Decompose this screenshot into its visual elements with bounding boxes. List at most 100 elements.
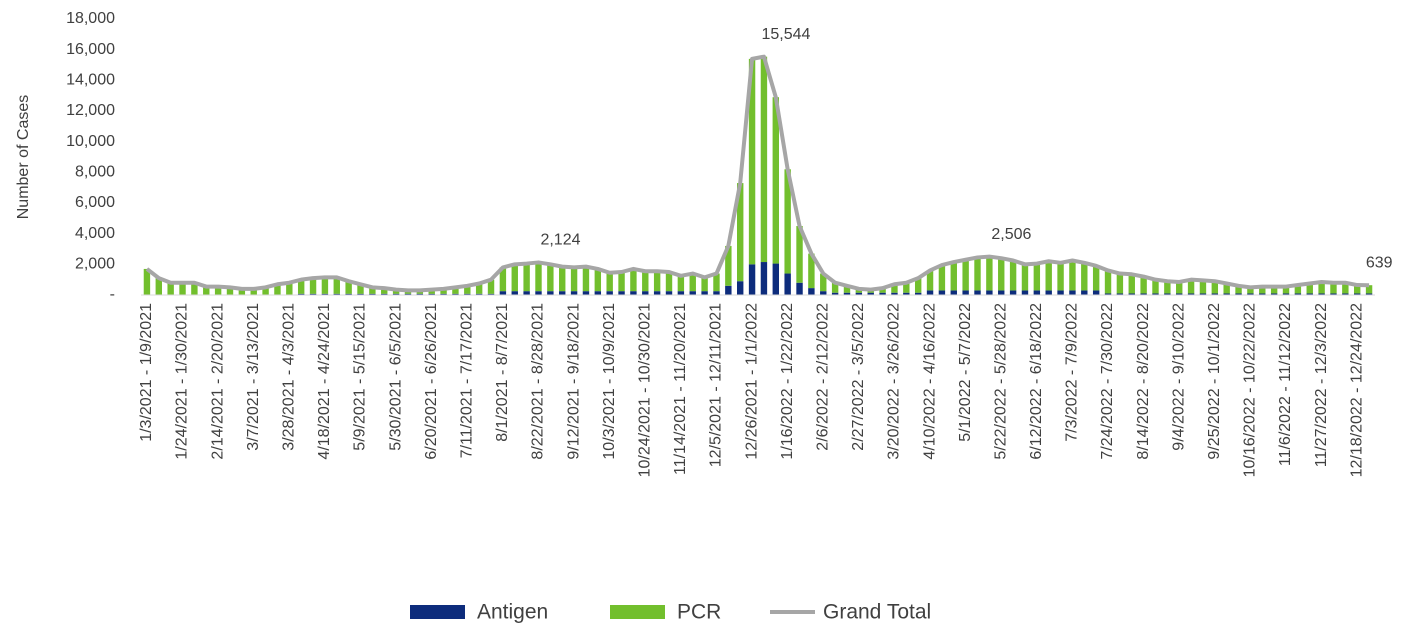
bar <box>523 291 529 295</box>
x-tick-label: 3/20/2022 - 3/26/2022 <box>886 303 903 460</box>
bar <box>654 291 660 295</box>
y-tick-label: 2,000 <box>75 256 115 273</box>
x-tick-label: 3/28/2021 - 4/3/2021 <box>281 303 298 451</box>
bar <box>535 262 541 291</box>
data-label: 2,124 <box>540 232 580 249</box>
bar <box>998 258 1004 290</box>
bar <box>974 257 980 290</box>
x-tick-label: 7/3/2022 - 7/9/2022 <box>1064 303 1081 442</box>
x-tick-label: 8/14/2022 - 8/20/2022 <box>1135 303 1152 460</box>
y-tick-label: 14,000 <box>66 72 115 89</box>
y-tick-label: 8,000 <box>75 164 115 181</box>
bar <box>678 276 684 291</box>
bar <box>654 271 660 291</box>
bar <box>547 291 553 295</box>
x-tick-label: 10/16/2022 - 10/22/2022 <box>1242 303 1259 477</box>
x-tick-label: 8/22/2021 - 8/28/2021 <box>530 303 547 460</box>
bar <box>796 283 802 295</box>
x-tick-label: 4/18/2021 - 4/24/2021 <box>316 303 333 460</box>
y-tick-label: 18,000 <box>66 10 115 27</box>
x-tick-label: 4/10/2022 - 4/16/2022 <box>921 303 938 460</box>
bar <box>666 272 672 291</box>
x-tick-label: 5/30/2021 - 6/5/2021 <box>387 303 404 451</box>
bar <box>713 291 719 295</box>
line <box>147 57 1369 291</box>
bar <box>547 264 553 291</box>
x-tick-label: 12/18/2022 - 12/24/2022 <box>1348 303 1365 477</box>
y-tick-label: - <box>110 286 115 303</box>
bar <box>1081 263 1087 291</box>
bar <box>820 291 826 295</box>
bar <box>962 290 968 295</box>
data-label: 15,544 <box>761 26 810 43</box>
bar <box>618 272 624 291</box>
bar <box>642 271 648 291</box>
bar <box>986 290 992 295</box>
bar <box>606 291 612 295</box>
bar <box>559 291 565 295</box>
legend-label: Antigen <box>477 601 548 624</box>
x-tick-label: 10/3/2021 - 10/9/2021 <box>601 303 618 460</box>
bar <box>642 291 648 295</box>
bar <box>630 291 636 295</box>
bar <box>583 291 589 295</box>
bar <box>571 291 577 295</box>
bar <box>749 264 755 295</box>
bar <box>1129 274 1135 293</box>
x-tick-label: 5/22/2022 - 5/28/2022 <box>992 303 1009 460</box>
x-tick-label: 5/9/2021 - 5/15/2021 <box>352 303 369 451</box>
bar <box>1069 261 1075 291</box>
bar <box>1093 290 1099 295</box>
bar <box>322 277 328 293</box>
bar <box>1034 290 1040 295</box>
bar <box>523 264 529 292</box>
y-tick-label: 16,000 <box>66 41 115 58</box>
bar <box>1057 263 1063 291</box>
y-tick-label: 4,000 <box>75 225 115 242</box>
y-tick-label: 6,000 <box>75 194 115 211</box>
bar <box>690 291 696 295</box>
bar <box>701 291 707 295</box>
data-label: 639 <box>1366 254 1393 271</box>
bar <box>666 291 672 295</box>
bar <box>939 290 945 295</box>
bar <box>630 269 636 291</box>
bar <box>737 281 743 295</box>
bar <box>1093 266 1099 291</box>
x-tick-label: 1/3/2021 - 1/9/2021 <box>138 303 155 442</box>
x-tick-label: 2/27/2022 - 3/5/2022 <box>850 303 867 451</box>
x-tick-label: 2/6/2022 - 2/12/2022 <box>814 303 831 451</box>
x-tick-label: 3/7/2021 - 3/13/2021 <box>245 303 262 451</box>
x-tick-label: 9/4/2022 - 9/10/2022 <box>1170 303 1187 451</box>
bar <box>512 291 518 295</box>
bar <box>571 267 577 291</box>
legend-label: PCR <box>677 601 721 624</box>
x-tick-label: 1/24/2021 - 1/30/2021 <box>174 303 191 460</box>
bar <box>678 291 684 295</box>
bar <box>595 291 601 295</box>
bar <box>962 260 968 291</box>
bar <box>951 290 957 295</box>
bar <box>1069 290 1075 295</box>
bar <box>310 278 316 294</box>
y-tick-label: 10,000 <box>66 133 115 150</box>
x-tick-label: 5/1/2022 - 5/7/2022 <box>957 303 974 442</box>
bar <box>1010 261 1016 291</box>
bar <box>1045 290 1051 295</box>
bar <box>1045 261 1051 290</box>
x-tick-label: 9/12/2021 - 9/18/2021 <box>565 303 582 460</box>
x-tick-label: 12/26/2021 - 1/1/2022 <box>743 303 760 460</box>
bar <box>1010 290 1016 295</box>
bar <box>1057 290 1063 295</box>
bar <box>784 274 790 295</box>
data-label: 2,506 <box>991 226 1031 243</box>
legend-swatch <box>610 605 665 619</box>
bar <box>951 262 957 290</box>
legend-label: Grand Total <box>823 601 931 624</box>
x-tick-label: 11/6/2022 - 11/12/2022 <box>1277 303 1294 466</box>
y-axis-title: Number of Cases <box>15 95 32 220</box>
bar <box>773 264 779 295</box>
bar <box>998 290 1004 295</box>
bar <box>1117 274 1123 294</box>
x-tick-label: 8/1/2021 - 8/7/2021 <box>494 303 511 442</box>
